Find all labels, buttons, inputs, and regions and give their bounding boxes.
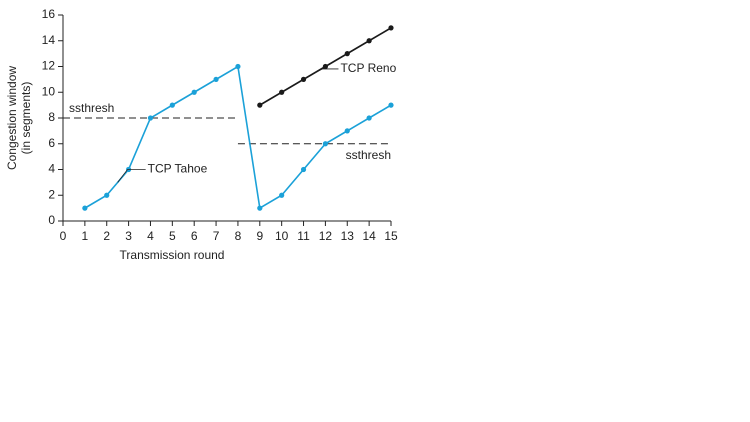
data-point [366,38,372,44]
x-tick-label: 8 [235,229,242,243]
x-tick-label: 6 [191,229,198,243]
y-tick-label: 6 [48,136,55,150]
data-point [169,102,175,108]
y-axis-label: (in segments) [19,82,33,155]
data-point [322,141,328,147]
threshold-label: ssthresh [346,148,391,162]
series-line [84,65,392,210]
leader-line [314,68,323,74]
x-tick-label: 4 [147,229,154,243]
x-tick-label: 7 [213,229,220,243]
data-point [213,76,219,82]
data-point [191,89,197,95]
x-tick-label: 10 [275,229,289,243]
data-point [257,205,263,211]
data-point [257,102,263,108]
data-point [344,128,350,134]
y-tick-label: 8 [48,110,55,124]
y-tick-label: 16 [42,7,56,21]
x-tick-label: 5 [169,229,176,243]
x-axis-label: Transmission round [120,248,225,262]
data-point [388,25,394,31]
x-tick-label: 11 [297,229,310,243]
data-point [388,102,394,108]
data-point [279,192,285,198]
data-point [147,115,154,121]
x-tick-label: 14 [362,229,376,243]
x-tick-label: 15 [384,229,398,243]
threshold-label: ssthresh [69,101,114,115]
y-tick-label: 4 [48,162,55,176]
x-tick-label: 0 [60,229,67,243]
y-axis-label: Congestion window [5,66,19,170]
y-tick-label: 12 [42,59,56,73]
x-tick-label: 9 [256,229,263,243]
x-tick-label: 13 [341,229,355,243]
data-point [279,89,285,95]
leader-line [117,169,128,183]
y-tick-label: 2 [48,187,55,201]
data-point [366,115,372,121]
x-tick-label: 2 [103,229,110,243]
x-tick-label: 1 [82,229,89,243]
data-point [322,63,328,70]
series-label: TCP Reno [340,61,396,75]
data-point [235,63,241,70]
x-tick-label: 12 [319,229,333,243]
series-label: TCP Tahoe [148,162,208,176]
data-point [344,51,350,57]
data-point [300,76,307,82]
y-tick-label: 10 [42,84,56,98]
y-tick-label: 14 [42,33,56,47]
y-tick-label: 0 [48,213,55,227]
data-point [82,205,88,211]
x-tick-label: 3 [125,229,132,243]
data-point [300,166,307,173]
data-point [104,192,110,198]
